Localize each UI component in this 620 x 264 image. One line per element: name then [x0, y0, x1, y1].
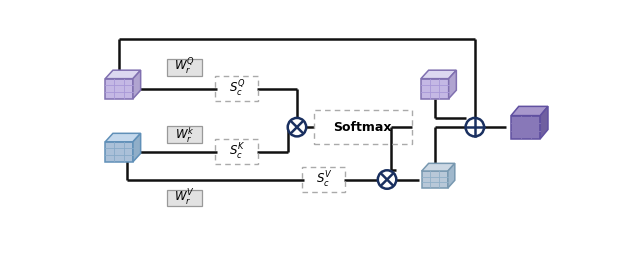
Polygon shape: [422, 163, 455, 171]
Polygon shape: [421, 70, 456, 79]
Polygon shape: [448, 163, 455, 188]
Text: $W_r^k$: $W_r^k$: [175, 125, 194, 145]
FancyBboxPatch shape: [167, 126, 202, 143]
Polygon shape: [105, 70, 141, 79]
Polygon shape: [511, 106, 548, 116]
FancyBboxPatch shape: [167, 190, 202, 206]
Polygon shape: [511, 116, 540, 139]
Text: Softmax: Softmax: [334, 121, 392, 134]
Circle shape: [378, 170, 396, 189]
Polygon shape: [540, 106, 548, 139]
Polygon shape: [105, 133, 141, 142]
Polygon shape: [421, 79, 449, 99]
Polygon shape: [133, 70, 141, 99]
Polygon shape: [105, 142, 133, 162]
Polygon shape: [133, 133, 141, 162]
Polygon shape: [105, 79, 133, 99]
Text: $W_r^V$: $W_r^V$: [174, 188, 195, 208]
Text: $S_c^K$: $S_c^K$: [229, 142, 245, 162]
Circle shape: [466, 118, 484, 136]
Polygon shape: [422, 171, 448, 188]
Circle shape: [288, 118, 306, 136]
FancyBboxPatch shape: [167, 59, 202, 76]
Polygon shape: [449, 70, 456, 99]
Text: $S_c^V$: $S_c^V$: [316, 169, 332, 190]
Text: $W_r^Q$: $W_r^Q$: [174, 57, 195, 77]
Text: $S_c^Q$: $S_c^Q$: [229, 79, 245, 99]
